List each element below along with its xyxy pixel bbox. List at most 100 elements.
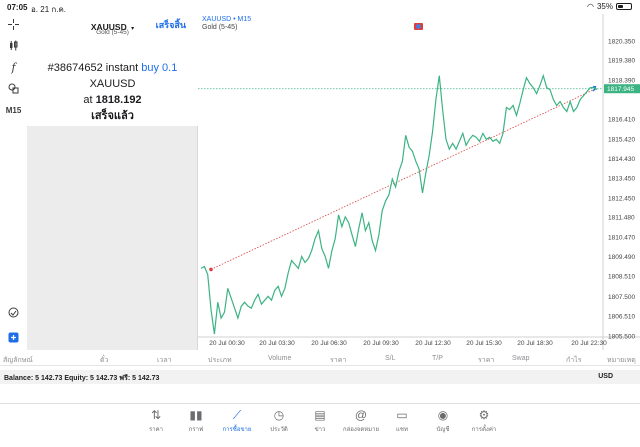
- price-series-line: [200, 73, 598, 335]
- chart-subtitle: Gold (5-45): [202, 24, 238, 31]
- account-icon: ◉: [437, 408, 449, 422]
- price-chart[interactable]: 1820.350 1819.380 1818.390 1816.410 1815.420…: [198, 14, 640, 350]
- chat-icon: ▭: [396, 408, 408, 422]
- price-tick-label: 1805.500: [608, 334, 635, 341]
- trade-line: [210, 88, 597, 270]
- time-tick-label: 20 Jul 09:30: [363, 340, 399, 347]
- tab-label: ข่าว: [314, 427, 326, 433]
- time-tick-label: 20 Jul 15:30: [466, 340, 502, 347]
- trade-entry-marker: [209, 267, 213, 272]
- time-tick-label: 20 Jul 03:30: [259, 340, 295, 347]
- balance-text: Balance: 5 142.73 Equity: 5 142.73 ฟรี: …: [4, 375, 160, 382]
- price-tick-label: 1816.410: [608, 117, 635, 124]
- history-icon: ◷: [273, 408, 285, 422]
- price-tick-label: 1819.380: [608, 58, 635, 65]
- indicators-icon[interactable]: f: [11, 61, 16, 74]
- done-button[interactable]: เสร็จสิ้น: [155, 20, 186, 30]
- news-icon: ▤: [314, 408, 326, 422]
- battery-percent: 35%: [596, 2, 613, 11]
- tab-chat[interactable]: ▭ แชท: [382, 407, 422, 434]
- order-result: #38674652 instant buy 0.1 XAUUSD at 1818…: [27, 60, 198, 124]
- balance-currency: USD: [598, 373, 613, 380]
- price-tick-label: 1809.490: [608, 254, 635, 261]
- tab-mailbox[interactable]: @ กล่องจดหมาย: [341, 407, 381, 434]
- price-tick-label: 1806.510: [608, 313, 635, 320]
- column-header[interactable]: สัญลักษณ์: [3, 357, 33, 364]
- order-panel: XAUUSD ▾ Gold (5-45) เสร็จสิ้น #38674652…: [27, 14, 198, 350]
- timeframe-button[interactable]: M15: [5, 106, 22, 115]
- chart-icon: ▮▮: [189, 408, 203, 422]
- chart-canvas: 1820.350 1819.380 1818.390 1816.410 1815.420…: [198, 14, 640, 350]
- tab-label: กล่องจดหมาย: [342, 427, 380, 433]
- trade-icon: ⟋: [232, 408, 242, 422]
- candles-icon[interactable]: [5, 37, 22, 54]
- column-header[interactable]: Volume: [268, 355, 292, 362]
- status-date: อ. 21 ก.ค.: [31, 5, 67, 14]
- balance-row: Balance: 5 142.73 Equity: 5 142.73 ฟรี: …: [0, 370, 640, 384]
- tab-label: การตั้งค่า: [471, 427, 497, 433]
- status-right: ◠ 35%: [587, 2, 632, 11]
- status-bar: 07:05 อ. 21 ก.ค. ◠ 35%: [0, 0, 640, 14]
- quotes-icon: ⇅: [150, 408, 162, 422]
- tab-news[interactable]: ▤ ข่าว: [300, 407, 340, 434]
- objects-icon[interactable]: [5, 80, 22, 97]
- mailbox-icon: @: [354, 408, 368, 422]
- price-tick-label: 1810.470: [608, 235, 635, 242]
- crosshair-icon[interactable]: [5, 16, 22, 33]
- tab-trade[interactable]: ⟋ การซื้อขาย: [217, 407, 257, 434]
- tab-label: การซื้อขาย: [222, 427, 252, 433]
- price-tick-label: 1811.480: [608, 215, 635, 222]
- price-tick-label: 1814.430: [608, 156, 635, 163]
- tab-history[interactable]: ◷ ประวัติ: [259, 407, 299, 434]
- price-tick-label: 1807.500: [608, 294, 635, 301]
- price-tick-label: 1815.420: [608, 136, 635, 143]
- column-header[interactable]: หมายเหตุ: [607, 357, 636, 364]
- tab-label: ประวัติ: [270, 427, 288, 433]
- tab-label: ราคา: [149, 427, 163, 433]
- time-tick-label: 20 Jul 22:30: [571, 340, 607, 347]
- chart-header: XAUUSD • M15 Gold (5-45): [202, 16, 251, 31]
- one-click-icon[interactable]: [5, 304, 22, 321]
- tab-label: กราฟ: [188, 427, 204, 433]
- column-header[interactable]: ตั๋ว: [100, 357, 109, 364]
- column-header[interactable]: กำไร: [566, 357, 582, 364]
- result-prefix: #38674652 instant: [47, 62, 139, 74]
- current-price-tag: [604, 84, 640, 94]
- tab-label: บัญชี: [436, 427, 450, 433]
- symbol-description: Gold (5-45): [96, 29, 129, 36]
- new-order-icon[interactable]: [5, 329, 22, 346]
- tab-account[interactable]: ◉ บัญชี: [423, 407, 463, 434]
- column-header[interactable]: Swap: [512, 355, 530, 362]
- symbol-name: XAUUSD: [90, 22, 127, 32]
- time-tick-label: 20 Jul 00:30: [209, 340, 245, 347]
- column-header[interactable]: ราคา: [478, 357, 495, 364]
- column-header[interactable]: T/P: [432, 355, 443, 362]
- tab-settings[interactable]: ⚙ การตั้งค่า: [464, 407, 504, 434]
- left-toolbar: f M15: [0, 14, 27, 350]
- flag-icon: [414, 23, 423, 30]
- price-tick-label: 1808.510: [608, 274, 635, 281]
- column-header[interactable]: ราคา: [330, 357, 347, 364]
- trade-columns: สัญลักษณ์ ตั๋ว เวลา ประเภท Volume ราคา S/L T/P ร…: [0, 352, 640, 366]
- column-header[interactable]: ประเภท: [208, 357, 232, 364]
- tab-label: แชท: [396, 427, 408, 433]
- time-tick-label: 20 Jul 12:30: [415, 340, 451, 347]
- result-symbol: XAUUSD: [89, 78, 136, 90]
- column-header[interactable]: เวลา: [157, 357, 172, 364]
- symbol-selector[interactable]: XAUUSD ▾: [27, 17, 198, 35]
- price-tick-label: 1820.350: [608, 38, 635, 45]
- time-tick-label: 20 Jul 18:30: [517, 340, 553, 347]
- tab-chart[interactable]: ▮▮ กราฟ: [176, 407, 216, 434]
- price-tick-label: 1813.450: [608, 176, 635, 183]
- battery-icon: [616, 3, 632, 10]
- time-tick-label: 20 Jul 06:30: [311, 340, 347, 347]
- tab-quotes[interactable]: ⇅ ราคา: [136, 407, 176, 434]
- column-header[interactable]: S/L: [385, 355, 396, 362]
- tab-bar: ⇅ ราคา ▮▮ กราฟ ⟋ การซื้อขาย ◷ ประวัติ ▤ ข่าว @ กล่อ…: [0, 403, 640, 447]
- current-price-label: 1817.945: [607, 86, 634, 93]
- result-status: เสร็จแล้ว: [91, 110, 134, 122]
- battery-fill: [618, 5, 623, 8]
- result-at: at: [83, 94, 93, 106]
- price-tick-label: 1818.390: [608, 77, 635, 84]
